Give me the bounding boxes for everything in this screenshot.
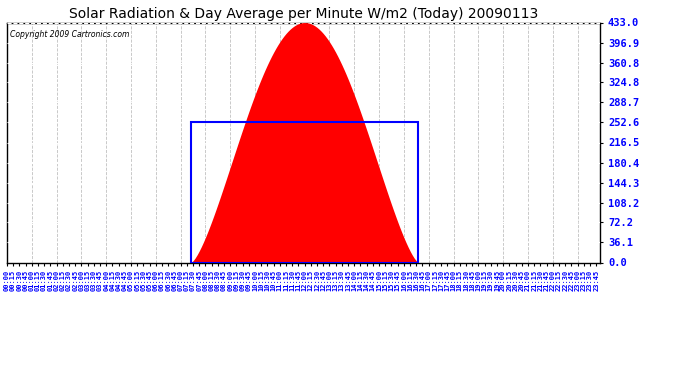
Title: Solar Radiation & Day Average per Minute W/m2 (Today) 20090113: Solar Radiation & Day Average per Minute…	[69, 8, 538, 21]
Text: Copyright 2009 Cartronics.com: Copyright 2009 Cartronics.com	[10, 30, 129, 39]
Bar	[191, 123, 418, 262]
